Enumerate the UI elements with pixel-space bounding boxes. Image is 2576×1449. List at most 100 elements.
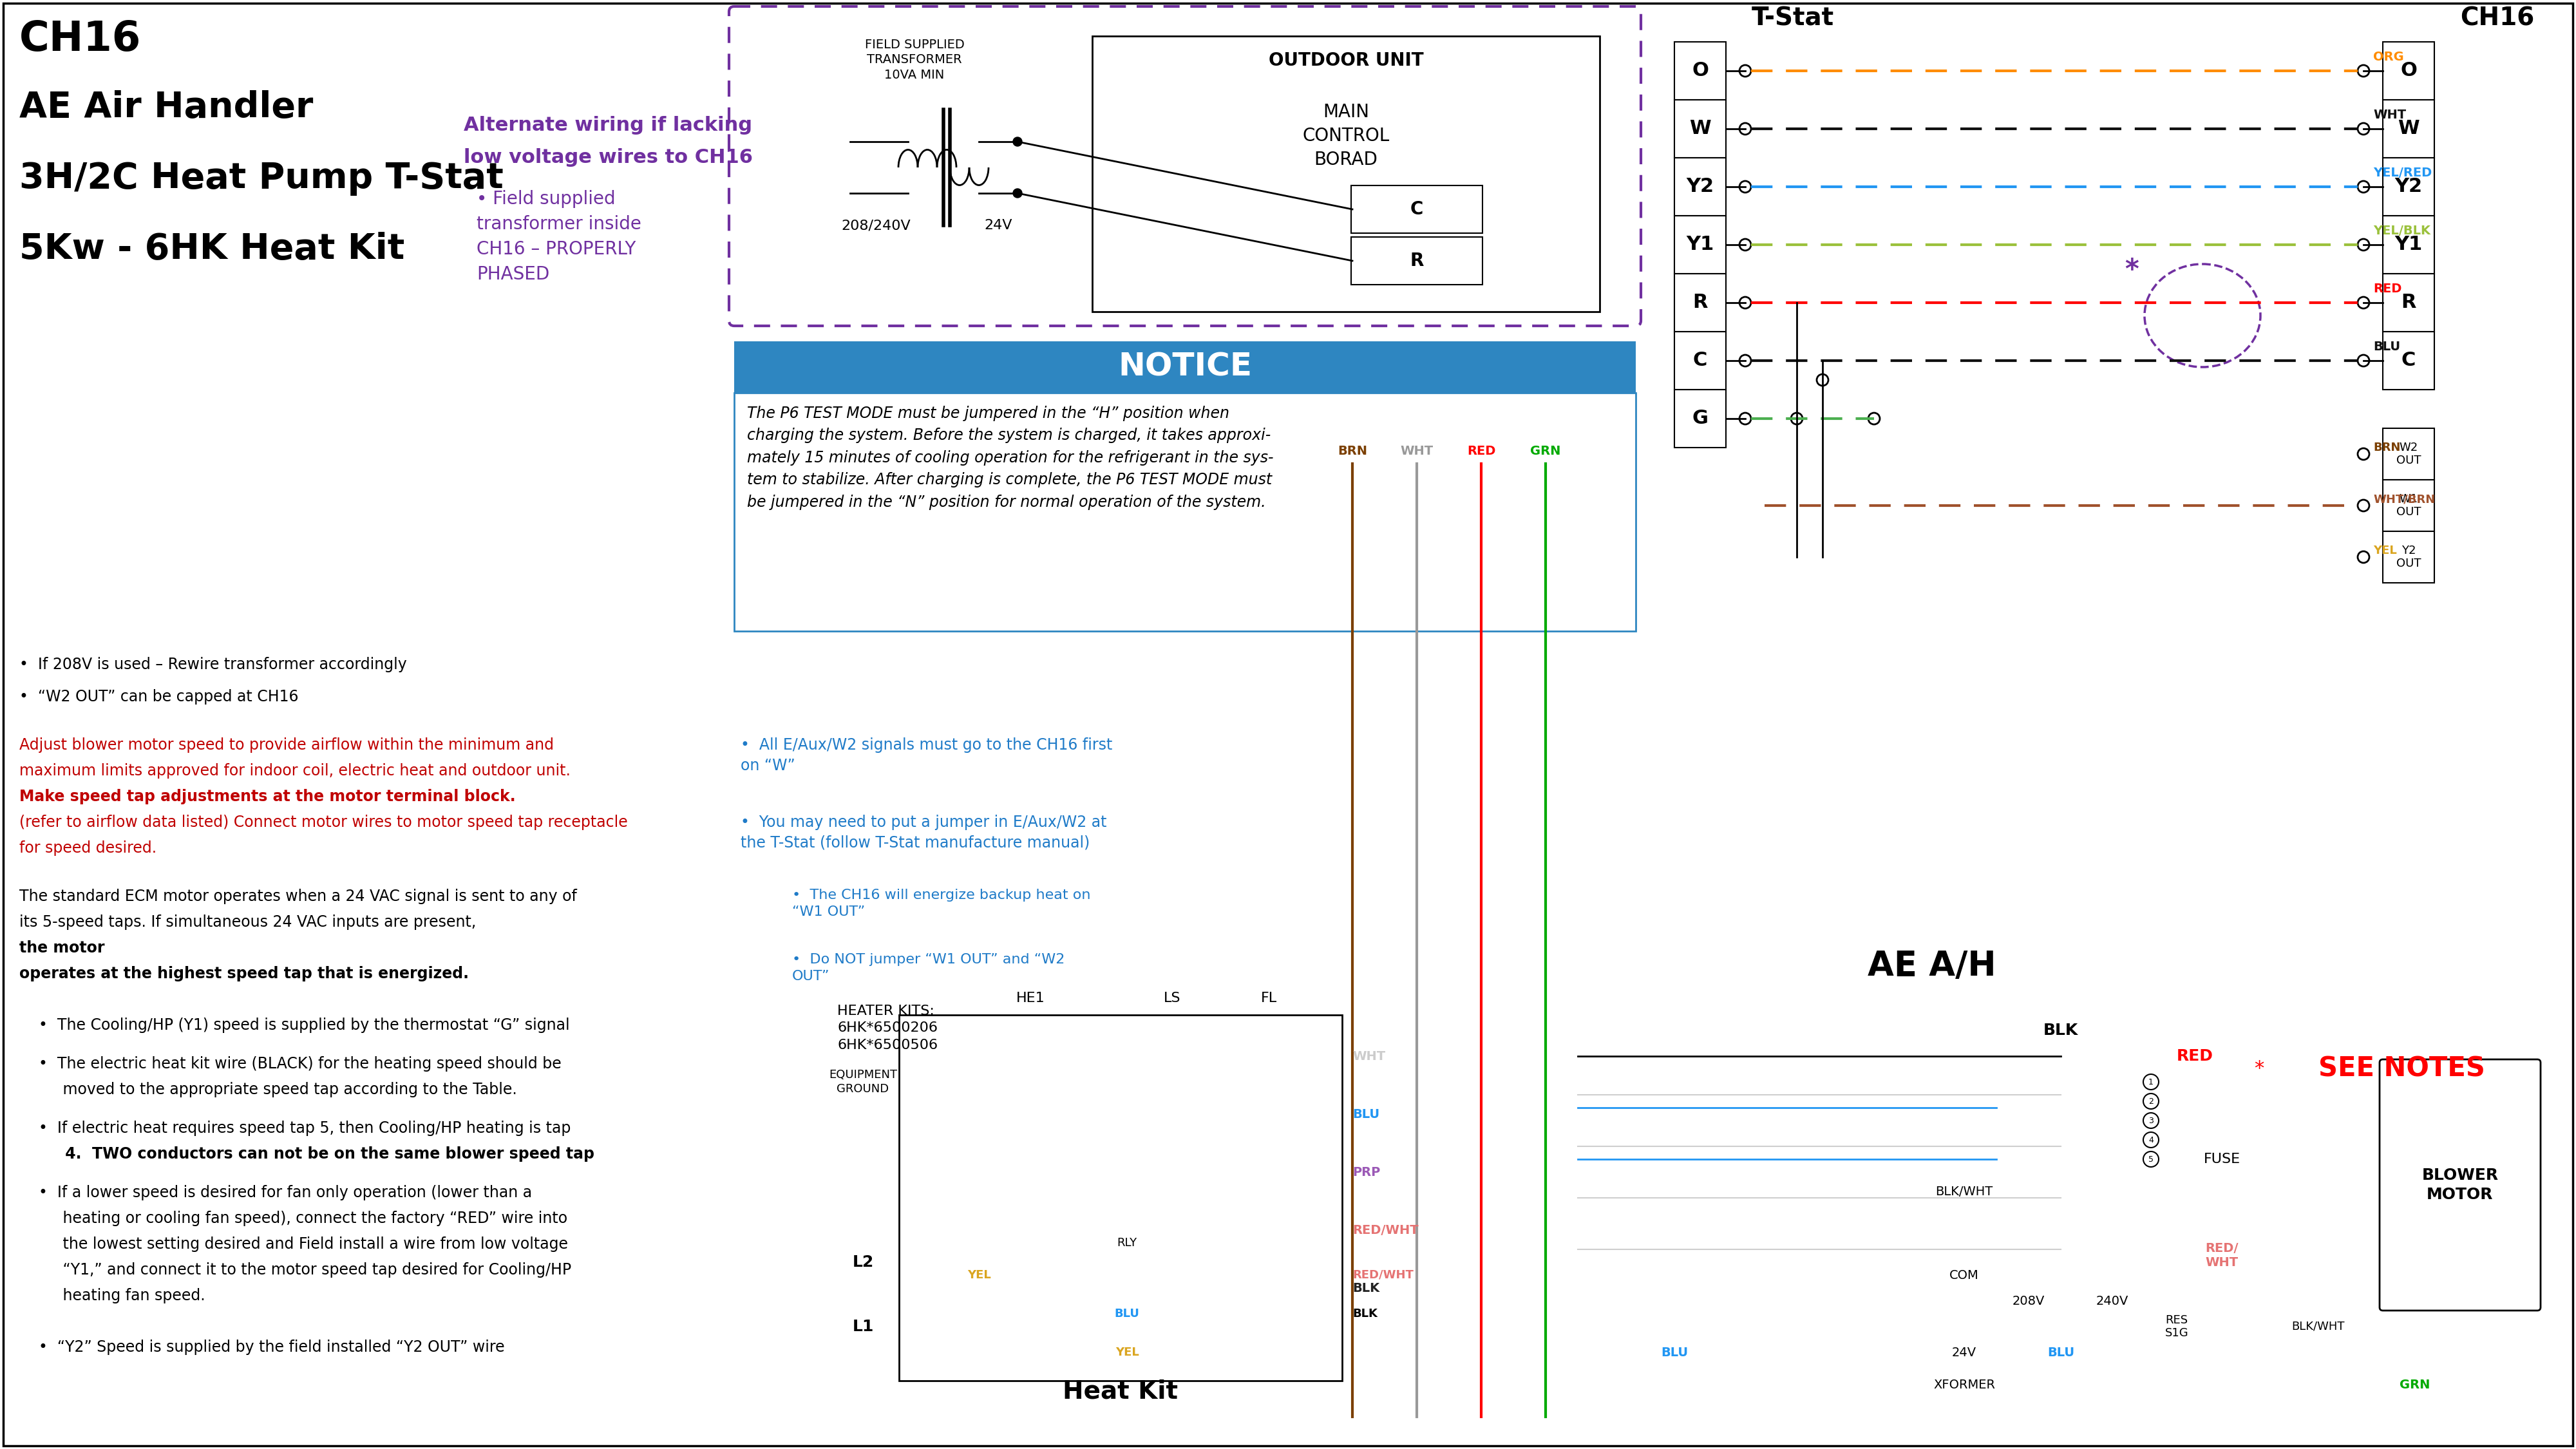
FancyBboxPatch shape [1674, 332, 1726, 390]
Circle shape [2143, 1094, 2159, 1108]
FancyBboxPatch shape [2383, 480, 2434, 532]
FancyBboxPatch shape [2383, 158, 2434, 216]
Text: WHT/BRN: WHT/BRN [2372, 493, 2434, 504]
FancyBboxPatch shape [2383, 429, 2434, 480]
Text: •  The electric heat kit wire (BLACK) for the heating speed should be: • The electric heat kit wire (BLACK) for… [39, 1056, 562, 1072]
Text: AE Air Handler: AE Air Handler [21, 90, 314, 125]
Text: XFORMER: XFORMER [1932, 1378, 1994, 1391]
Text: Y1: Y1 [1687, 235, 1713, 254]
Text: G: G [1692, 409, 1708, 427]
Text: •  Do NOT jumper “W1 OUT” and “W2
OUT”: • Do NOT jumper “W1 OUT” and “W2 OUT” [793, 953, 1064, 982]
Text: HE1: HE1 [1015, 991, 1046, 1004]
Circle shape [2143, 1113, 2159, 1129]
Text: •  If electric heat requires speed tap 5, then Cooling/HP heating is tap: • If electric heat requires speed tap 5,… [39, 1120, 572, 1136]
Text: O: O [2401, 61, 2416, 80]
Text: C: C [1692, 351, 1708, 369]
Text: The P6 TEST MODE must be jumpered in the “H” position when
charging the system. : The P6 TEST MODE must be jumpered in the… [747, 406, 1273, 510]
Text: BRN: BRN [1337, 445, 1368, 458]
Text: •  You may need to put a jumper in E/Aux/W2 at
the T-Stat (follow T-Stat manufac: • You may need to put a jumper in E/Aux/… [742, 814, 1108, 851]
FancyBboxPatch shape [1674, 42, 1726, 100]
Text: R: R [1409, 252, 1425, 270]
Text: •  If 208V is used – Rewire transformer accordingly: • If 208V is used – Rewire transformer a… [21, 656, 407, 672]
Text: RLY: RLY [1118, 1237, 1136, 1249]
Text: 5Kw - 6HK Heat Kit: 5Kw - 6HK Heat Kit [21, 232, 404, 267]
Text: RED: RED [2177, 1049, 2213, 1064]
Text: L2: L2 [853, 1255, 873, 1269]
Text: low voltage wires to CH16: low voltage wires to CH16 [464, 148, 752, 167]
Text: OUTDOOR UNIT: OUTDOOR UNIT [1267, 52, 1425, 70]
Text: YEL/RED: YEL/RED [2372, 167, 2432, 180]
Text: the motor: the motor [21, 940, 106, 956]
FancyBboxPatch shape [899, 1014, 1342, 1381]
Text: Alternate wiring if lacking: Alternate wiring if lacking [464, 116, 752, 135]
Text: RED/
WHT: RED/ WHT [2205, 1243, 2239, 1269]
Text: Heat Kit: Heat Kit [1064, 1379, 1177, 1404]
Text: moved to the appropriate speed tap according to the Table.: moved to the appropriate speed tap accor… [39, 1082, 518, 1097]
Text: the lowest setting desired and Field install a wire from low voltage: the lowest setting desired and Field ins… [39, 1236, 567, 1252]
Circle shape [2143, 1132, 2159, 1148]
Text: BLU: BLU [1662, 1346, 1687, 1359]
Text: HEATER KITS:
6HK*6500206
6HK*6500506: HEATER KITS: 6HK*6500206 6HK*6500506 [837, 1004, 938, 1052]
Text: 24V: 24V [1953, 1346, 1976, 1359]
FancyBboxPatch shape [729, 6, 1641, 326]
FancyBboxPatch shape [1674, 274, 1726, 332]
FancyBboxPatch shape [1674, 390, 1726, 448]
FancyBboxPatch shape [2383, 100, 2434, 158]
Text: Y2
OUT: Y2 OUT [2396, 545, 2421, 569]
FancyBboxPatch shape [2383, 216, 2434, 274]
Text: 4: 4 [2148, 1136, 2154, 1145]
Text: 3: 3 [2148, 1116, 2154, 1124]
Text: heating fan speed.: heating fan speed. [39, 1288, 206, 1304]
Text: •  If a lower speed is desired for fan only operation (lower than a: • If a lower speed is desired for fan on… [39, 1185, 533, 1200]
Text: 208V: 208V [2012, 1295, 2045, 1307]
FancyBboxPatch shape [2383, 332, 2434, 390]
Text: RES
S1G: RES S1G [2164, 1314, 2190, 1339]
FancyBboxPatch shape [734, 342, 1636, 393]
Text: •  The CH16 will energize backup heat on
“W1 OUT”: • The CH16 will energize backup heat on … [793, 888, 1090, 919]
Text: 3H/2C Heat Pump T-Stat: 3H/2C Heat Pump T-Stat [21, 161, 502, 196]
Text: LS: LS [1164, 991, 1180, 1004]
Text: 24V: 24V [984, 219, 1012, 232]
Text: R: R [2401, 293, 2416, 312]
Text: •  “Y2” Speed is supplied by the field installed “Y2 OUT” wire: • “Y2” Speed is supplied by the field in… [39, 1339, 505, 1355]
FancyBboxPatch shape [2383, 42, 2434, 100]
Text: COM: COM [1950, 1269, 1978, 1281]
Text: FIELD SUPPLIED
TRANSFORMER
10VA MIN: FIELD SUPPLIED TRANSFORMER 10VA MIN [866, 39, 963, 81]
Text: Y2: Y2 [2396, 177, 2421, 196]
Text: heating or cooling fan speed), connect the factory “RED” wire into: heating or cooling fan speed), connect t… [39, 1211, 567, 1226]
Text: BLK: BLK [1352, 1282, 1381, 1294]
FancyBboxPatch shape [1350, 238, 1484, 284]
Text: BLOWER
MOTOR: BLOWER MOTOR [2421, 1168, 2499, 1203]
FancyBboxPatch shape [734, 393, 1636, 632]
Text: WHT: WHT [1401, 445, 1432, 458]
Text: Y2: Y2 [1687, 177, 1713, 196]
Text: W: W [2398, 119, 2419, 138]
FancyBboxPatch shape [1674, 100, 1726, 158]
Text: BRN: BRN [2372, 442, 2401, 454]
Text: 5: 5 [2148, 1155, 2154, 1164]
Text: •  All E/Aux/W2 signals must go to the CH16 first
on “W”: • All E/Aux/W2 signals must go to the CH… [742, 738, 1113, 774]
FancyBboxPatch shape [2380, 1059, 2540, 1310]
Text: FUSE: FUSE [2202, 1153, 2241, 1165]
Circle shape [2143, 1152, 2159, 1166]
Text: RED: RED [2372, 283, 2401, 296]
Text: 4.  TWO conductors can not be on the same blower speed tap: 4. TWO conductors can not be on the same… [39, 1146, 595, 1162]
Circle shape [1012, 138, 1023, 146]
Text: BLK/WHT: BLK/WHT [1935, 1185, 1994, 1197]
Text: 2: 2 [2148, 1097, 2154, 1106]
Text: BLU: BLU [2048, 1346, 2074, 1359]
Text: W2
OUT: W2 OUT [2396, 442, 2421, 467]
Text: BLU: BLU [1352, 1108, 1381, 1120]
Text: YEL: YEL [1115, 1346, 1139, 1358]
Text: CH16: CH16 [21, 19, 142, 59]
Text: *: * [2125, 256, 2138, 284]
Text: “Y1,” and connect it to the motor speed tap desired for Cooling/HP: “Y1,” and connect it to the motor speed … [39, 1262, 572, 1278]
Text: C: C [2401, 351, 2416, 369]
Text: BLU: BLU [2372, 341, 2401, 354]
FancyBboxPatch shape [2383, 274, 2434, 332]
FancyBboxPatch shape [1092, 36, 1600, 312]
FancyBboxPatch shape [1674, 158, 1726, 216]
FancyBboxPatch shape [1674, 216, 1726, 274]
Text: BLK: BLK [2043, 1023, 2079, 1037]
Text: Make speed tap adjustments at the motor terminal block.: Make speed tap adjustments at the motor … [21, 788, 515, 804]
